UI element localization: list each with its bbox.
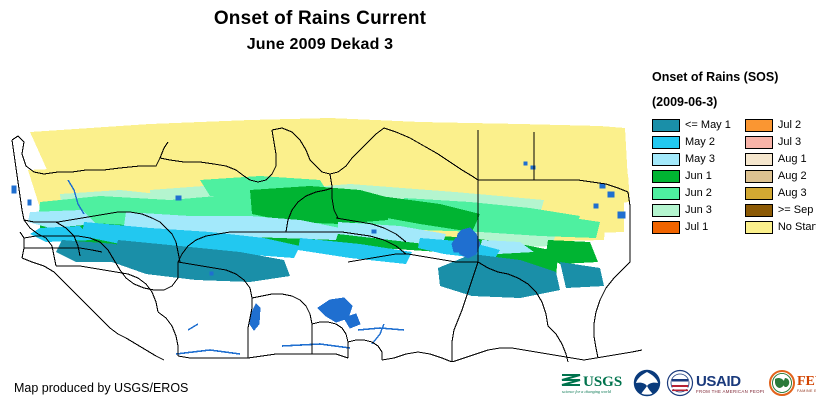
fewsnet-globe-icon bbox=[769, 370, 795, 396]
legend-item[interactable]: Aug 1 bbox=[744, 152, 816, 167]
legend-swatch-jun-3 bbox=[652, 204, 680, 217]
svg-text:USGS: USGS bbox=[583, 374, 622, 390]
legend-swatch-no-start bbox=[744, 221, 773, 234]
legend-label: Jun 2 bbox=[685, 187, 712, 199]
legend-item[interactable]: No Start bbox=[744, 220, 816, 235]
usaid-seal-icon bbox=[666, 369, 694, 397]
legend-swatch-aug-3 bbox=[744, 187, 773, 200]
sos-raster-layer bbox=[28, 118, 630, 298]
legend-label: >= Sep 1 bbox=[777, 204, 816, 216]
class-lte-may-1 bbox=[56, 240, 604, 298]
map-credit: Map produced by USGS/EROS bbox=[14, 381, 189, 395]
legend-swatch-lte-may-1 bbox=[652, 119, 680, 132]
legend-swatch-jul-1 bbox=[652, 221, 680, 234]
legend-item[interactable]: <= May 1 bbox=[652, 118, 731, 133]
agency-logos: USGS science for a changing world bbox=[560, 366, 816, 400]
svg-text:FAMINE EARLY WARNING SYSTEMS N: FAMINE EARLY WARNING SYSTEMS NETWORK bbox=[797, 389, 816, 393]
legend-item[interactable]: Jun 1 bbox=[652, 169, 731, 184]
usaid-logo[interactable]: USAID FROM THE AMERICAN PEOPLE bbox=[666, 368, 764, 398]
legend-label: Aug 1 bbox=[777, 153, 807, 165]
legend-date: (2009-06-3) bbox=[652, 95, 718, 109]
page-title: Onset of Rains Current bbox=[213, 8, 427, 29]
legend-label: May 2 bbox=[685, 136, 715, 148]
svg-text:FEWS NET: FEWS NET bbox=[797, 374, 816, 389]
legend-swatch-jul-3 bbox=[744, 136, 773, 149]
svg-text:USAID: USAID bbox=[696, 373, 741, 390]
legend-label: No Start bbox=[777, 221, 816, 233]
legend-column-right: Jul 2 Jul 3 Aug 1 Aug 2 Aug 3 bbox=[744, 118, 816, 235]
legend-swatch-aug-1 bbox=[744, 153, 773, 166]
legend-item[interactable]: >= Sep 1 bbox=[744, 203, 816, 218]
svg-text:science for a changing world: science for a changing world bbox=[562, 389, 612, 394]
legend-label: Jul 2 bbox=[777, 119, 802, 131]
hydrography-layer bbox=[11, 161, 626, 355]
legend-label: Jun 1 bbox=[685, 170, 712, 182]
page-subtitle: June 2009 Dekad 3 bbox=[246, 36, 394, 53]
map-legend: Onset of Rains (SOS) (2009-06-3) <= May … bbox=[652, 70, 816, 235]
legend-label: Aug 2 bbox=[777, 170, 807, 182]
legend-swatch-may-3 bbox=[652, 153, 680, 166]
map-canvas[interactable] bbox=[0, 62, 645, 362]
legend-column-left: <= May 1 May 2 May 3 Jun 1 Jun 2 bbox=[652, 118, 731, 235]
legend-title: Onset of Rains (SOS) bbox=[652, 70, 779, 84]
usgs-logo[interactable]: USGS science for a changing world bbox=[560, 368, 628, 398]
legend-swatch-jun-1 bbox=[652, 170, 680, 183]
legend-label: Jul 3 bbox=[777, 136, 802, 148]
legend-label: May 3 bbox=[685, 153, 715, 165]
legend-item[interactable]: May 3 bbox=[652, 152, 731, 167]
usgs-wave-icon bbox=[561, 374, 581, 386]
legend-item[interactable]: Jul 1 bbox=[652, 220, 731, 235]
legend-item[interactable]: May 2 bbox=[652, 135, 731, 150]
legend-swatch-aug-2 bbox=[744, 170, 773, 183]
legend-item[interactable]: Jun 2 bbox=[652, 186, 731, 201]
legend-swatch-jun-2 bbox=[652, 187, 680, 200]
legend-label: Aug 3 bbox=[777, 187, 807, 199]
legend-swatch-jul-2 bbox=[744, 119, 773, 132]
fewsnet-logo[interactable]: FEWS NET FAMINE EARLY WARNING SYSTEMS NE… bbox=[769, 368, 816, 398]
legend-swatch-may-2 bbox=[652, 136, 680, 149]
legend-label: Jul 1 bbox=[685, 221, 709, 233]
legend-item[interactable]: Jun 3 bbox=[652, 203, 731, 218]
legend-item[interactable]: Jul 3 bbox=[744, 135, 816, 150]
legend-swatch-gte-sep-1 bbox=[744, 204, 773, 217]
legend-item[interactable]: Jul 2 bbox=[744, 118, 816, 133]
legend-label: <= May 1 bbox=[685, 119, 731, 131]
legend-item[interactable]: Aug 3 bbox=[744, 186, 816, 201]
noaa-logo[interactable] bbox=[633, 368, 661, 398]
svg-text:FROM THE AMERICAN PEOPLE: FROM THE AMERICAN PEOPLE bbox=[696, 389, 764, 394]
admin-boundary-layer bbox=[11, 127, 643, 362]
legend-label: Jun 3 bbox=[685, 204, 712, 216]
legend-item[interactable]: Aug 2 bbox=[744, 169, 816, 184]
